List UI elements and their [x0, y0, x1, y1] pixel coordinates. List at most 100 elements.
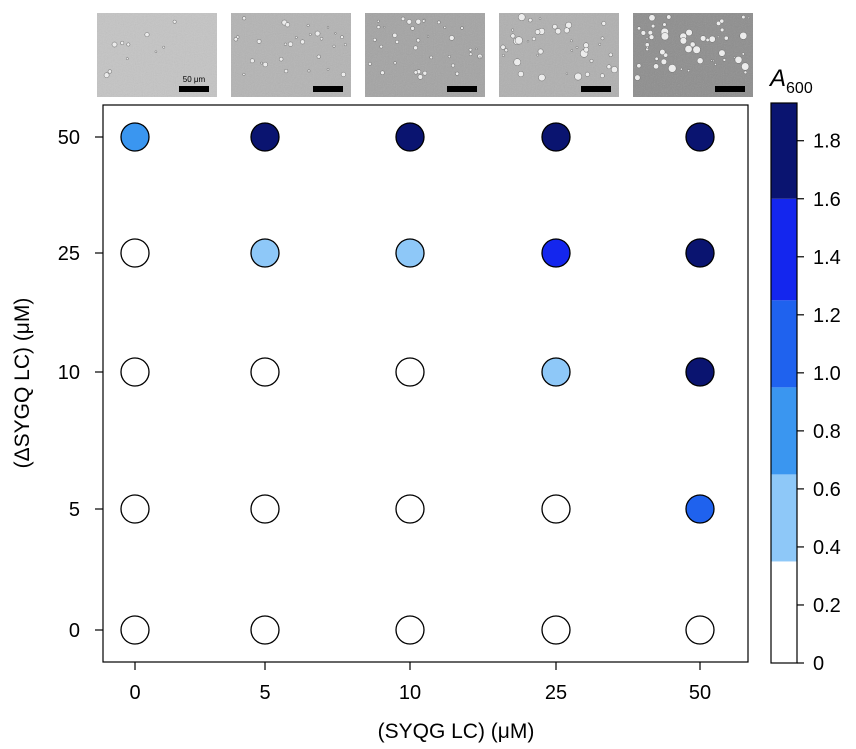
micrograph-strip: 50 μm [97, 13, 753, 97]
droplet [696, 57, 704, 65]
droplet [570, 39, 573, 43]
droplet [326, 26, 330, 29]
data-point [685, 122, 715, 152]
droplet [684, 45, 693, 53]
colorbar-segment [771, 300, 797, 388]
droplet [710, 59, 713, 62]
droplet [260, 61, 263, 65]
droplet [125, 57, 129, 60]
droplet [415, 18, 422, 25]
droplet [528, 17, 533, 23]
droplet [636, 63, 642, 69]
droplet [427, 35, 430, 38]
data-point [395, 238, 425, 268]
droplet [111, 41, 118, 48]
data-point [120, 615, 150, 645]
droplet [285, 22, 291, 28]
droplet [534, 29, 541, 35]
droplet [598, 43, 602, 46]
scale-bar [581, 86, 611, 92]
droplet [648, 14, 656, 22]
y-tick-label: 25 [58, 243, 80, 265]
droplet [741, 62, 750, 71]
droplet [513, 58, 522, 66]
droplet [437, 20, 441, 25]
colorbar-segment [771, 198, 797, 301]
droplet [685, 29, 693, 37]
droplet [406, 19, 412, 25]
droplet [307, 69, 311, 73]
data-point [541, 615, 571, 645]
droplet [584, 71, 590, 77]
droplet [654, 56, 659, 61]
data-point [120, 357, 150, 387]
droplet [379, 44, 384, 49]
droplet [536, 53, 539, 57]
droplet [743, 70, 748, 75]
data-points [120, 122, 715, 645]
micrograph-panel [365, 13, 485, 97]
micrograph-panel: 50 μm [97, 13, 217, 97]
droplet [233, 37, 238, 42]
data-point [395, 615, 425, 645]
droplet [531, 36, 537, 41]
droplet [716, 20, 722, 26]
data-point [395, 122, 425, 152]
x-tick-label: 50 [689, 682, 711, 704]
droplet [242, 72, 246, 76]
droplet [376, 19, 380, 23]
droplet [637, 26, 642, 31]
droplet [601, 21, 607, 26]
droplet [589, 58, 594, 63]
droplet [565, 72, 568, 75]
droplet [413, 70, 418, 75]
colorbar-tick-label: 0 [813, 653, 824, 675]
droplet [380, 70, 385, 75]
colorbar-tick-label: 1.4 [813, 247, 841, 269]
scale-bar-label: 50 μm [183, 75, 206, 84]
droplet [514, 36, 523, 45]
data-point [541, 238, 571, 268]
droplet [645, 37, 649, 41]
droplet [262, 61, 268, 68]
droplet [666, 14, 672, 20]
droplet [416, 38, 421, 43]
droplet [172, 19, 177, 24]
droplet [478, 56, 482, 60]
scale-bar [313, 86, 343, 92]
droplet [741, 52, 745, 56]
data-point [541, 122, 571, 152]
colorbar-frame [770, 102, 798, 664]
droplet [376, 25, 381, 30]
droplet [383, 26, 386, 29]
droplet [574, 72, 582, 81]
x-axis: 0 5 10 25 50 [129, 662, 711, 704]
droplet [120, 40, 125, 46]
droplet [741, 15, 746, 20]
droplet [583, 46, 589, 53]
droplet [287, 41, 294, 47]
droplet [552, 24, 558, 30]
droplet [717, 35, 720, 38]
data-point [685, 615, 715, 645]
droplet [103, 72, 110, 79]
droplet [242, 16, 247, 21]
droplet [651, 24, 656, 29]
colorbar-tick-label: 1.0 [813, 363, 841, 385]
droplet [340, 71, 347, 78]
plot-frame [102, 104, 749, 663]
droplet [680, 67, 683, 71]
droplet [455, 71, 460, 76]
data-point [250, 357, 280, 387]
micrograph-panel [231, 13, 351, 97]
droplet [475, 47, 478, 51]
colorbar: 0 0.2 0.4 0.6 0.8 1.0 1.2 1.4 1.6 1.8 [770, 102, 841, 675]
scale-bar [715, 86, 745, 92]
droplet [468, 52, 473, 56]
droplet [563, 27, 570, 34]
droplet [504, 48, 509, 53]
droplet [606, 64, 612, 70]
droplet [708, 35, 716, 43]
droplet [502, 54, 505, 57]
